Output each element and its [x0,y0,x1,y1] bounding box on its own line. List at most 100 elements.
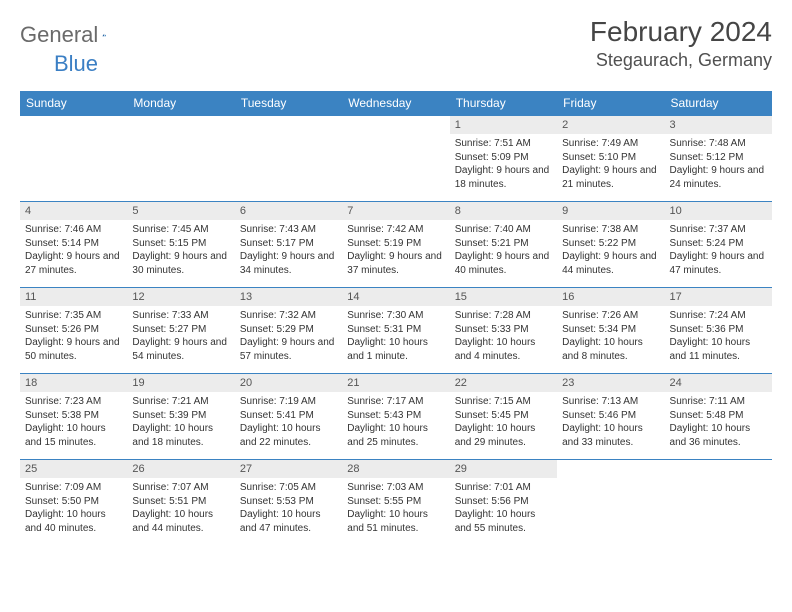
calendar-day: 14Sunrise: 7:30 AMSunset: 5:31 PMDayligh… [342,288,449,374]
weekday-header: Wednesday [342,91,449,116]
day-body: Sunrise: 7:35 AMSunset: 5:26 PMDaylight:… [20,306,127,367]
day-body: Sunrise: 7:42 AMSunset: 5:19 PMDaylight:… [342,220,449,281]
weekday-header: Tuesday [235,91,342,116]
weekday-header: Sunday [20,91,127,116]
day-number: 17 [665,288,772,306]
day-number: 15 [450,288,557,306]
calendar-day: 18Sunrise: 7:23 AMSunset: 5:38 PMDayligh… [20,374,127,460]
day-body: Sunrise: 7:26 AMSunset: 5:34 PMDaylight:… [557,306,664,367]
day-number: 20 [235,374,342,392]
day-body: Sunrise: 7:46 AMSunset: 5:14 PMDaylight:… [20,220,127,281]
calendar-day: 6Sunrise: 7:43 AMSunset: 5:17 PMDaylight… [235,202,342,288]
day-body: Sunrise: 7:32 AMSunset: 5:29 PMDaylight:… [235,306,342,367]
day-number: 5 [127,202,234,220]
day-body: Sunrise: 7:43 AMSunset: 5:17 PMDaylight:… [235,220,342,281]
day-body: Sunrise: 7:51 AMSunset: 5:09 PMDaylight:… [450,134,557,195]
day-number: 2 [557,116,664,134]
logo-sail-icon [102,26,106,44]
calendar-day: 5Sunrise: 7:45 AMSunset: 5:15 PMDaylight… [127,202,234,288]
weekday-header: Thursday [450,91,557,116]
day-number: 3 [665,116,772,134]
day-number: 4 [20,202,127,220]
day-body: Sunrise: 7:07 AMSunset: 5:51 PMDaylight:… [127,478,234,539]
calendar-empty [557,460,664,546]
calendar-row: 18Sunrise: 7:23 AMSunset: 5:38 PMDayligh… [20,374,772,460]
calendar-day: 16Sunrise: 7:26 AMSunset: 5:34 PMDayligh… [557,288,664,374]
calendar-empty [127,116,234,202]
calendar-day: 13Sunrise: 7:32 AMSunset: 5:29 PMDayligh… [235,288,342,374]
day-body: Sunrise: 7:11 AMSunset: 5:48 PMDaylight:… [665,392,772,453]
calendar-day: 12Sunrise: 7:33 AMSunset: 5:27 PMDayligh… [127,288,234,374]
calendar-day: 3Sunrise: 7:48 AMSunset: 5:12 PMDaylight… [665,116,772,202]
calendar-empty [342,116,449,202]
day-number: 10 [665,202,772,220]
title-block: February 2024 Stegaurach, Germany [590,16,772,71]
calendar-day: 10Sunrise: 7:37 AMSunset: 5:24 PMDayligh… [665,202,772,288]
day-body: Sunrise: 7:30 AMSunset: 5:31 PMDaylight:… [342,306,449,367]
calendar-day: 28Sunrise: 7:03 AMSunset: 5:55 PMDayligh… [342,460,449,546]
calendar-day: 29Sunrise: 7:01 AMSunset: 5:56 PMDayligh… [450,460,557,546]
day-number: 12 [127,288,234,306]
calendar-day: 1Sunrise: 7:51 AMSunset: 5:09 PMDaylight… [450,116,557,202]
calendar-day: 20Sunrise: 7:19 AMSunset: 5:41 PMDayligh… [235,374,342,460]
calendar-day: 22Sunrise: 7:15 AMSunset: 5:45 PMDayligh… [450,374,557,460]
day-number: 16 [557,288,664,306]
logo: General [20,22,128,48]
calendar-day: 19Sunrise: 7:21 AMSunset: 5:39 PMDayligh… [127,374,234,460]
day-body: Sunrise: 7:49 AMSunset: 5:10 PMDaylight:… [557,134,664,195]
day-number: 25 [20,460,127,478]
calendar-row: 11Sunrise: 7:35 AMSunset: 5:26 PMDayligh… [20,288,772,374]
day-body: Sunrise: 7:09 AMSunset: 5:50 PMDaylight:… [20,478,127,539]
calendar-empty [235,116,342,202]
logo-word1: General [20,22,98,48]
calendar-row: 25Sunrise: 7:09 AMSunset: 5:50 PMDayligh… [20,460,772,546]
day-body: Sunrise: 7:23 AMSunset: 5:38 PMDaylight:… [20,392,127,453]
calendar-day: 24Sunrise: 7:11 AMSunset: 5:48 PMDayligh… [665,374,772,460]
page-title: February 2024 [590,16,772,48]
calendar-day: 7Sunrise: 7:42 AMSunset: 5:19 PMDaylight… [342,202,449,288]
calendar-day: 17Sunrise: 7:24 AMSunset: 5:36 PMDayligh… [665,288,772,374]
day-body: Sunrise: 7:48 AMSunset: 5:12 PMDaylight:… [665,134,772,195]
day-number: 22 [450,374,557,392]
day-body: Sunrise: 7:01 AMSunset: 5:56 PMDaylight:… [450,478,557,539]
calendar-day: 11Sunrise: 7:35 AMSunset: 5:26 PMDayligh… [20,288,127,374]
calendar-day: 8Sunrise: 7:40 AMSunset: 5:21 PMDaylight… [450,202,557,288]
day-number: 1 [450,116,557,134]
weekday-header: Monday [127,91,234,116]
day-number: 8 [450,202,557,220]
day-number: 21 [342,374,449,392]
day-body: Sunrise: 7:03 AMSunset: 5:55 PMDaylight:… [342,478,449,539]
day-body: Sunrise: 7:33 AMSunset: 5:27 PMDaylight:… [127,306,234,367]
day-body: Sunrise: 7:05 AMSunset: 5:53 PMDaylight:… [235,478,342,539]
calendar-body: 1Sunrise: 7:51 AMSunset: 5:09 PMDaylight… [20,116,772,546]
day-number: 29 [450,460,557,478]
day-number: 18 [20,374,127,392]
day-body: Sunrise: 7:15 AMSunset: 5:45 PMDaylight:… [450,392,557,453]
day-number: 24 [665,374,772,392]
day-number: 28 [342,460,449,478]
calendar-table: SundayMondayTuesdayWednesdayThursdayFrid… [20,91,772,546]
day-number: 26 [127,460,234,478]
day-body: Sunrise: 7:38 AMSunset: 5:22 PMDaylight:… [557,220,664,281]
weekday-header-row: SundayMondayTuesdayWednesdayThursdayFrid… [20,91,772,116]
day-number: 13 [235,288,342,306]
day-body: Sunrise: 7:13 AMSunset: 5:46 PMDaylight:… [557,392,664,453]
calendar-day: 15Sunrise: 7:28 AMSunset: 5:33 PMDayligh… [450,288,557,374]
logo-word2: Blue [54,51,98,77]
day-body: Sunrise: 7:19 AMSunset: 5:41 PMDaylight:… [235,392,342,453]
day-number: 9 [557,202,664,220]
calendar-day: 27Sunrise: 7:05 AMSunset: 5:53 PMDayligh… [235,460,342,546]
day-number: 19 [127,374,234,392]
calendar-empty [20,116,127,202]
weekday-header: Saturday [665,91,772,116]
calendar-day: 23Sunrise: 7:13 AMSunset: 5:46 PMDayligh… [557,374,664,460]
day-body: Sunrise: 7:40 AMSunset: 5:21 PMDaylight:… [450,220,557,281]
calendar-day: 25Sunrise: 7:09 AMSunset: 5:50 PMDayligh… [20,460,127,546]
day-number: 23 [557,374,664,392]
calendar-row: 1Sunrise: 7:51 AMSunset: 5:09 PMDaylight… [20,116,772,202]
calendar-day: 9Sunrise: 7:38 AMSunset: 5:22 PMDaylight… [557,202,664,288]
day-number: 14 [342,288,449,306]
day-body: Sunrise: 7:45 AMSunset: 5:15 PMDaylight:… [127,220,234,281]
day-number: 6 [235,202,342,220]
calendar-day: 4Sunrise: 7:46 AMSunset: 5:14 PMDaylight… [20,202,127,288]
